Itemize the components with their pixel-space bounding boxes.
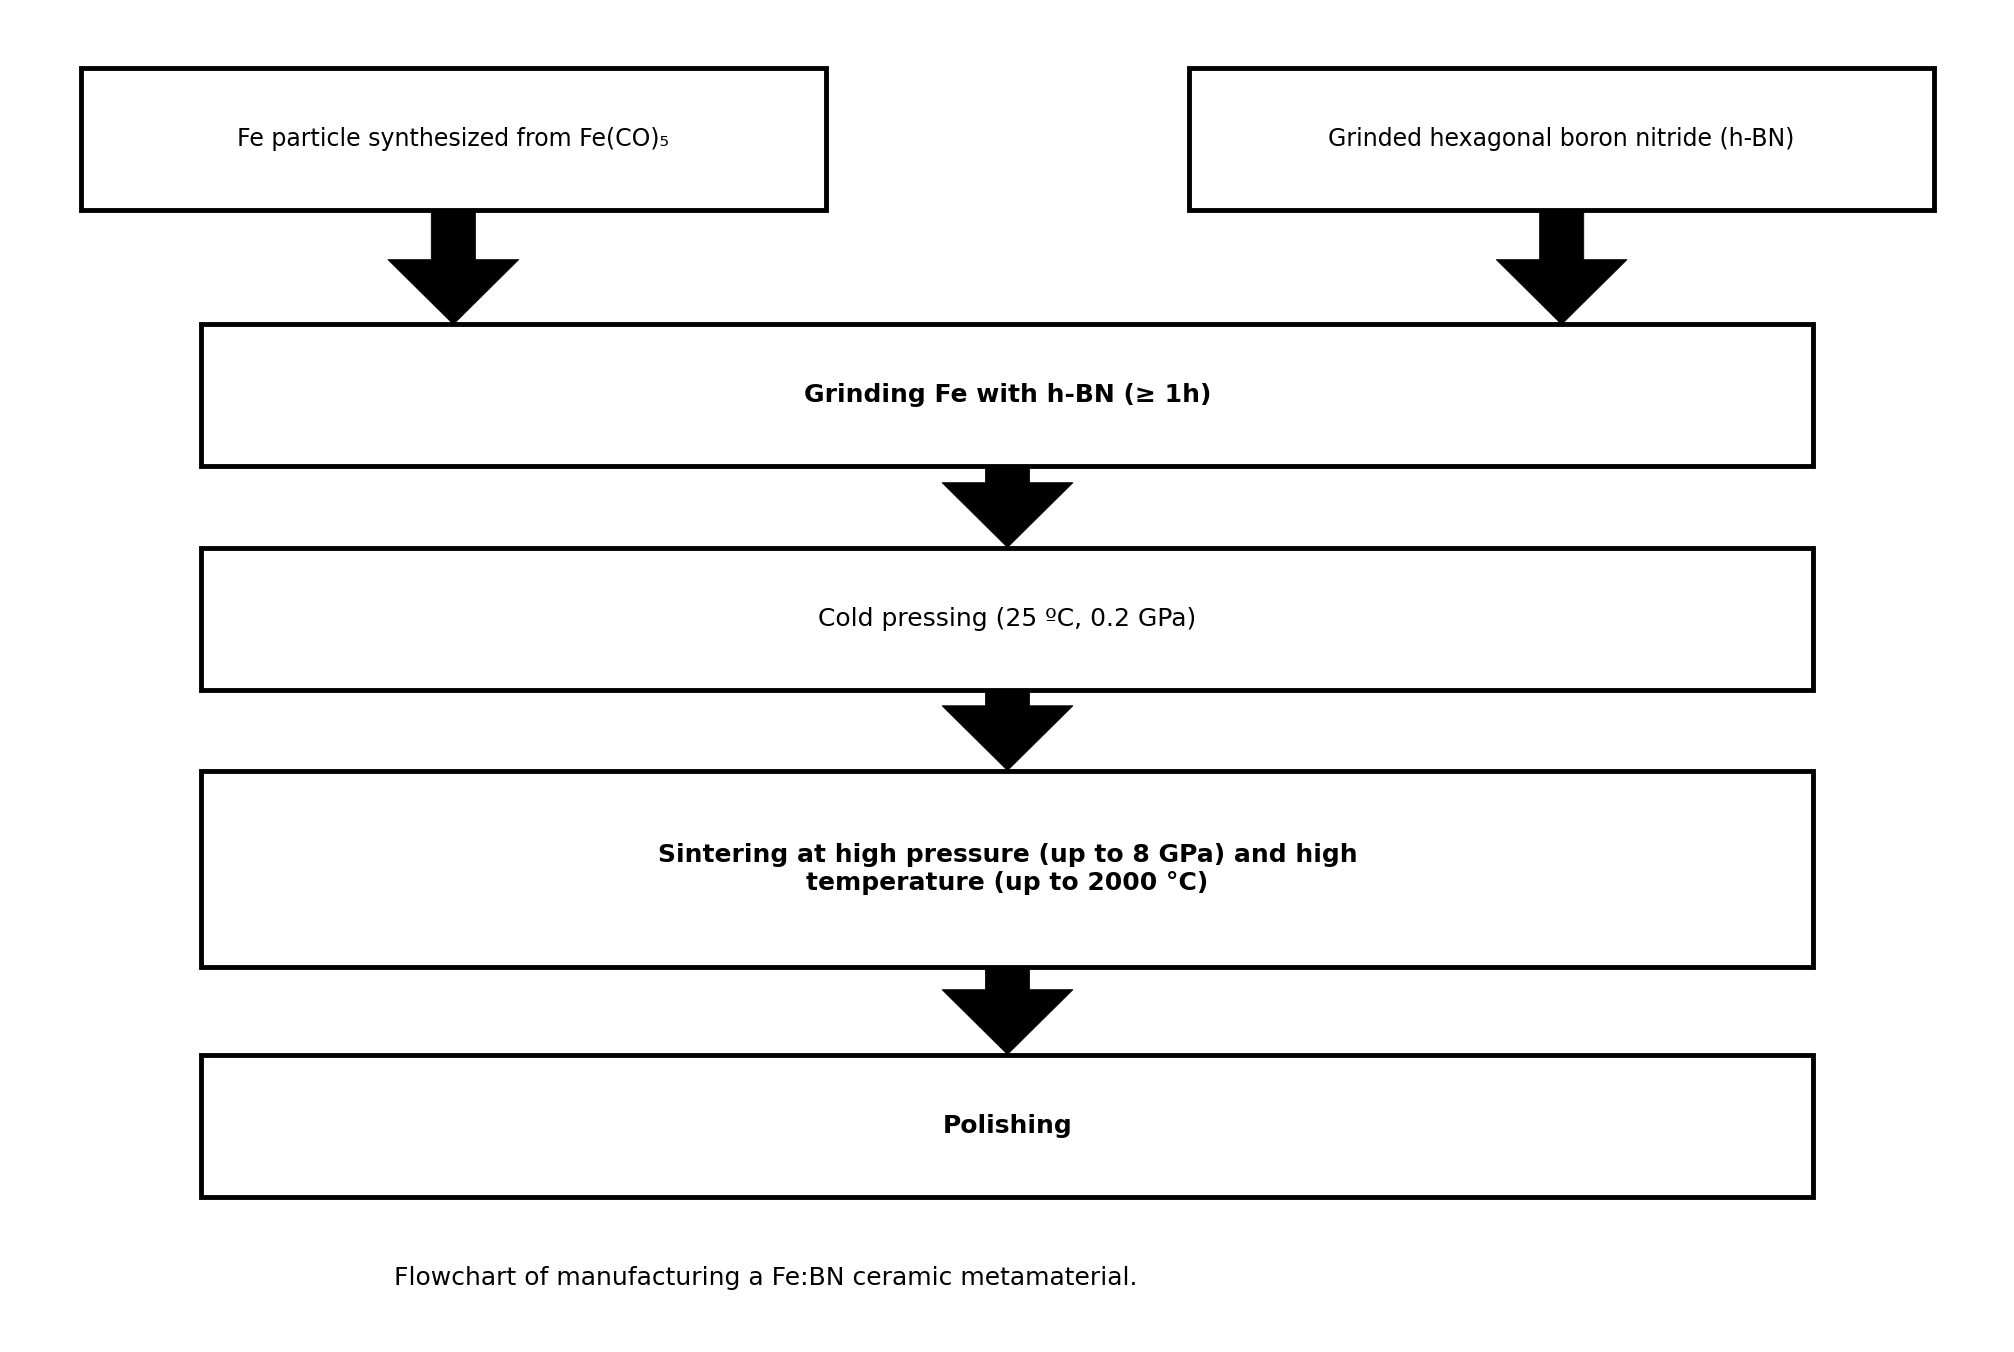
FancyBboxPatch shape [201,771,1813,967]
FancyBboxPatch shape [201,324,1813,466]
Text: Polishing: Polishing [943,1114,1071,1137]
Polygon shape [943,690,1071,771]
Text: Flowchart of manufacturing a Fe:BN ceramic metamaterial.: Flowchart of manufacturing a Fe:BN ceram… [395,1265,1136,1290]
Text: Fe particle synthesized from Fe(CO)₅: Fe particle synthesized from Fe(CO)₅ [238,127,669,150]
Polygon shape [943,967,1071,1055]
FancyBboxPatch shape [201,548,1813,690]
FancyBboxPatch shape [1188,68,1933,210]
FancyBboxPatch shape [81,68,826,210]
Text: Grinded hexagonal boron nitride (h-BN): Grinded hexagonal boron nitride (h-BN) [1327,127,1794,150]
Polygon shape [943,466,1071,548]
FancyBboxPatch shape [201,1055,1813,1197]
Polygon shape [387,210,518,324]
Text: Grinding Fe with h-BN (≥ 1h): Grinding Fe with h-BN (≥ 1h) [804,384,1210,407]
Polygon shape [1494,210,1625,324]
Text: Sintering at high pressure (up to 8 GPa) and high
temperature (up to 2000 °C): Sintering at high pressure (up to 8 GPa)… [657,842,1357,895]
Text: Cold pressing (25 ºC, 0.2 GPa): Cold pressing (25 ºC, 0.2 GPa) [818,607,1196,630]
